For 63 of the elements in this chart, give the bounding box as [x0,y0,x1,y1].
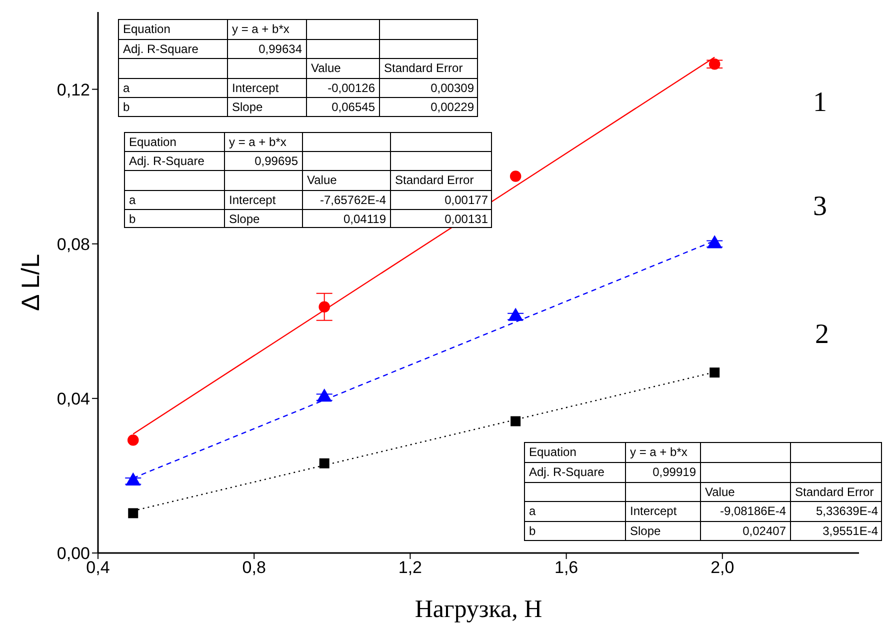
annotation: a [129,192,137,207]
annotation: Slope [630,524,662,538]
annotation: 0,00131 [444,212,488,226]
annotation: 3,9551E-4 [822,524,878,538]
point [710,368,720,378]
annotation: Standard Error [384,61,464,76]
y-tick-label: 0,12 [56,80,90,100]
annotation: b [123,100,131,114]
annotation: a [529,504,537,518]
annotation: Slope [232,100,264,114]
annotation: 0,99695 [254,154,298,168]
annotation: 1 [812,87,828,119]
point [127,434,139,446]
annotation: -9,08186E-4 [718,504,786,518]
x-tick-label: 1,2 [398,558,422,578]
annotation: y = a + b*x [229,135,288,149]
annotation: Value [311,61,342,76]
point [708,58,720,70]
x-tick-label: 1,6 [554,558,578,578]
annotation: 3 [812,191,828,223]
annotation: b [129,212,137,226]
x-tick-label: 2,0 [710,558,734,578]
annotation: 0,99634 [258,42,302,56]
annotation: y = a + b*x [232,22,290,36]
annotation: Equation [129,135,178,149]
annotation: -7,65762E-4 [318,192,386,207]
x-tick-label: 0,8 [242,558,266,578]
annotation: Value [705,484,736,499]
annotation: 0,04119 [342,212,386,226]
point [510,416,521,426]
annotation: 5,33639E-4 [814,504,878,518]
point [318,301,330,312]
y-tick-label: 0,08 [56,234,90,254]
point [510,170,522,182]
annotation: Equation [529,445,578,459]
annotation: y = a + b*x [630,445,688,459]
x-tick-label: 0,4 [86,558,110,578]
annotation: 0,00229 [430,100,474,114]
annotation: Standard Error [795,484,875,499]
point [128,508,138,518]
annotation: Intercept [232,80,280,95]
annotation: 0,06545 [330,100,375,114]
annotation: Adj. R-Square [529,464,606,479]
annotation: a [123,80,131,95]
y-axis-title: Δ L/L [16,254,45,312]
annotation: 0,00177 [444,192,488,207]
annotation: Standard Error [395,173,475,188]
annotation: Value [307,173,338,188]
annotation: 2 [814,319,830,351]
point [319,458,330,468]
x-axis-title: Нагрузка, Н [414,596,542,623]
annotation: 0,99919 [652,464,696,479]
annotation: b [529,524,537,538]
annotation: -0,00126 [326,80,375,95]
y-tick-label: 0,04 [56,389,90,408]
annotation: Adj. R-Square [123,42,200,56]
annotation: 0,02407 [742,524,786,538]
annotation: Intercept [630,504,678,518]
annotation: Slope [229,212,261,226]
annotation: Adj. R-Square [129,154,206,168]
annotation: Intercept [229,192,277,207]
annotation: 0,00309 [430,80,474,95]
annotation: Equation [123,22,172,36]
